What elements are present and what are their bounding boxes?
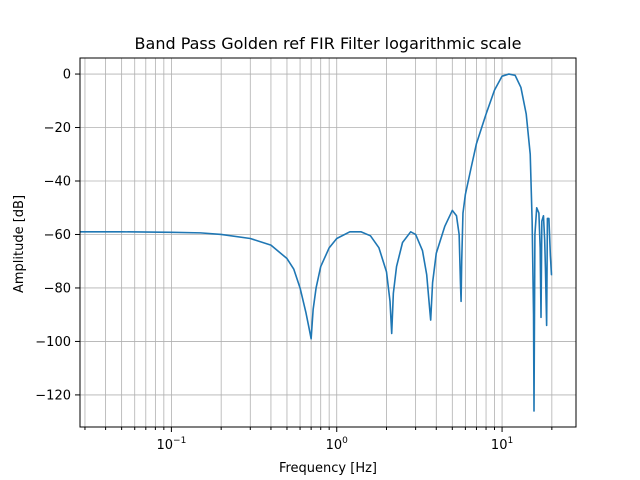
series-line <box>80 73 553 412</box>
x-tick-label: 10−1 <box>156 436 186 453</box>
tick-marks <box>75 73 553 432</box>
y-tick-label: −80 <box>44 281 71 296</box>
y-tick-label: −60 <box>44 228 71 243</box>
y-tick-label: −100 <box>35 335 71 350</box>
x-axis-label: Frequency [Hz] <box>279 461 377 476</box>
chart-title: Band Pass Golden ref FIR Filter logarith… <box>135 34 522 53</box>
y-tick-label: 0 <box>63 68 71 83</box>
plot-area <box>80 73 553 412</box>
y-tick-label: −120 <box>35 388 71 403</box>
y-tick-label: −20 <box>44 121 71 136</box>
x-tick-label: 100 <box>326 436 349 453</box>
y-tick-labels: 0 −20 −40 −60 −80 −100 −120 <box>35 68 71 404</box>
grid <box>80 58 576 427</box>
y-axis-label: Amplitude [dB] <box>12 195 27 293</box>
y-tick-label: −40 <box>44 175 71 190</box>
x-tick-label: 101 <box>491 436 513 453</box>
axes-frame <box>79 57 577 428</box>
x-tick-labels: 10−1 100 101 <box>156 436 513 453</box>
